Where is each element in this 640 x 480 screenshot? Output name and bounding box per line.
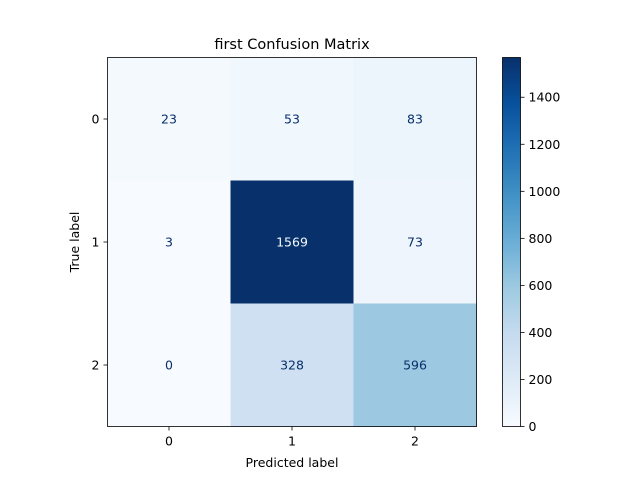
- cell-value-label: 73: [407, 235, 423, 250]
- colorbar-ticks: 0 200 400 600 800 1000 1200 1400: [520, 90, 561, 434]
- y-axis-ticks: 0 1 2: [92, 112, 108, 373]
- heatmap-cell: [230, 57, 354, 181]
- heatmap-cell: [353, 57, 477, 181]
- cell-value-label: 0: [165, 358, 173, 373]
- heatmap-cell: [107, 57, 231, 181]
- cell-value-label: 1569: [276, 235, 308, 250]
- colorbar-tick-label: 1400: [529, 90, 561, 105]
- chart-title: first Confusion Matrix: [214, 37, 370, 53]
- y-tick-label: 2: [92, 358, 100, 373]
- colorbar-tick-label: 800: [529, 231, 553, 246]
- colorbar-tick-label: 400: [529, 325, 553, 340]
- x-axis-ticks: 0 1 2: [165, 426, 419, 449]
- colorbar-tick-label: 1000: [529, 184, 561, 199]
- cell-value-label: 328: [280, 358, 304, 373]
- x-tick-label: 0: [165, 434, 173, 449]
- heatmap-cell: [230, 303, 354, 427]
- colorbar-tick-label: 1200: [529, 137, 561, 152]
- y-tick-label: 1: [92, 235, 100, 250]
- colorbar-tick-label: 200: [529, 372, 553, 387]
- x-tick-label: 1: [288, 434, 296, 449]
- heatmap-cell: [107, 303, 231, 427]
- cell-value-label: 596: [403, 358, 427, 373]
- cell-value-label: 83: [407, 112, 423, 127]
- colorbar-tick-label: 0: [529, 419, 537, 434]
- heatmap-cell: [107, 180, 231, 304]
- y-axis-label: True label: [67, 212, 82, 274]
- x-tick-label: 2: [411, 434, 419, 449]
- cell-value-label: 53: [284, 112, 300, 127]
- heatmap-cell: [230, 180, 354, 304]
- colorbar: [502, 57, 521, 427]
- colorbar-tick-label: 600: [529, 278, 553, 293]
- heatmap-cell: [353, 303, 477, 427]
- cell-value-label: 23: [161, 112, 177, 127]
- heatmap-cells: [107, 57, 477, 427]
- heatmap-cell-labels: 23 53 83 3 1569 73 0 328 596: [161, 112, 427, 373]
- heatmap-cell: [353, 180, 477, 304]
- x-axis-label: Predicted label: [246, 455, 339, 470]
- y-tick-label: 0: [92, 112, 100, 127]
- cell-value-label: 3: [165, 235, 173, 250]
